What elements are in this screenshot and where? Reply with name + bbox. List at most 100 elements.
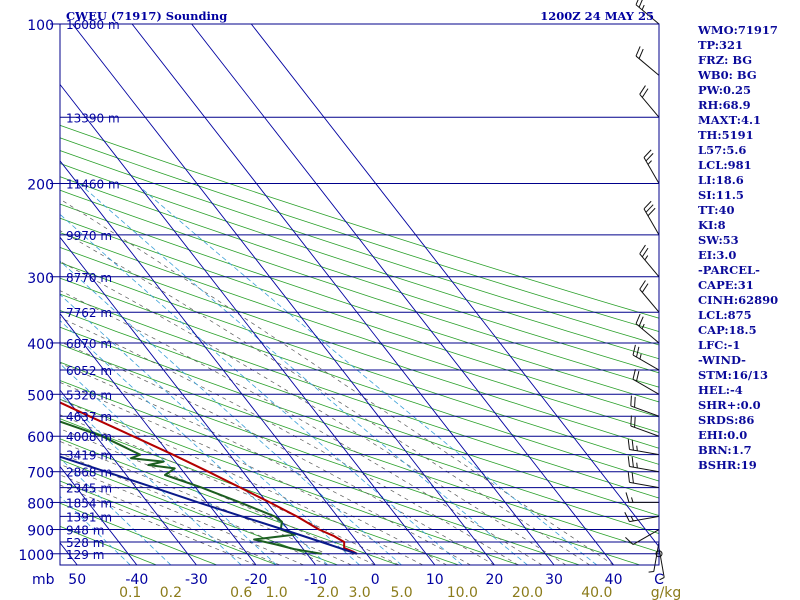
wind-barb [635, 313, 660, 344]
sounding-index-item: LCL:875 [698, 308, 752, 322]
isotherm-line [60, 465, 138, 565]
sounding-index-item: TT:40 [698, 203, 735, 217]
dry-adiabat-line [60, 163, 659, 360]
pressure-tick-label: 600 [27, 430, 54, 446]
sounding-index-item: BSHR:19 [698, 458, 757, 472]
sounding-index-item: SI:11.5 [698, 188, 744, 202]
temperature-profile-line [60, 401, 358, 555]
moist-adiabat-line [60, 399, 424, 565]
height-labels: 16080 m 13390 m 11460 m 9970 m 8770 m 7762 m 6… [66, 18, 120, 562]
wind-barb [639, 280, 660, 313]
pressure-tick-label: 100 [27, 18, 54, 34]
sounding-index-item: LFC:-1 [698, 338, 741, 352]
mixing-ratio-label: 1.0 [265, 585, 287, 600]
wind-barb [630, 415, 660, 437]
chart-title: CWEU (71917) Sounding [66, 9, 227, 23]
wind-barb [627, 456, 660, 473]
dry-adiabat-line [60, 246, 659, 449]
sounding-index-item: LI:18.6 [698, 173, 744, 187]
moist-adiabat-line [60, 317, 519, 565]
wind-barb [627, 439, 660, 456]
pressure-tick-label: 700 [27, 466, 54, 482]
mixing-ratio-line [60, 457, 172, 565]
sounding-index-item: TH:5191 [698, 128, 754, 142]
moist-adiabat-line [60, 441, 352, 565]
dry-adiabat-line [60, 203, 659, 403]
mixing-ratio-label: 2.0 [317, 585, 339, 600]
moist-adiabat-line [60, 414, 400, 565]
sounding-index-item: SW:53 [698, 233, 739, 247]
height-label: 8770 m [66, 271, 112, 285]
pressure-tick-label: 900 [27, 524, 54, 540]
isotherm-line [191, 24, 614, 565]
wind-barb [643, 149, 660, 184]
isotherm-line [72, 24, 495, 565]
height-label: 528 m [66, 536, 104, 550]
wind-barb [658, 547, 665, 581]
sounding-index-item: MAXT:4.1 [698, 113, 761, 127]
sounding-index-item: EHI:0.0 [698, 428, 748, 442]
pressure-tick-label: 200 [27, 178, 54, 194]
moist-adiabats [60, 198, 614, 565]
sounding-indices-panel: WMO:71917 TP:321 FRZ: BG WB0: BG PW:0.25 RH:6… [698, 23, 798, 473]
pressure-tick-label: 800 [27, 496, 54, 512]
height-label: 2345 m [66, 482, 112, 496]
height-label: 16080 m [66, 18, 120, 32]
sounding-index-item: CINH:62890 [698, 293, 779, 307]
isotherm-line [60, 83, 436, 565]
pressure-tick-labels: 100 200 300 400 500 600 700 800 900 1000 [18, 18, 60, 564]
sounding-index-item: FRZ: BG [698, 53, 753, 67]
sounding-index-item: WB0: BG [698, 68, 757, 82]
wind-barb [635, 46, 660, 76]
sounding-index-item: PW:0.25 [698, 83, 752, 97]
sounding-index-item: EI:3.0 [698, 248, 737, 262]
height-label: 6870 m [66, 337, 112, 351]
dry-adiabat-line [60, 398, 520, 565]
height-label: 7762 m [66, 306, 112, 320]
isotherms [60, 24, 659, 565]
dry-adiabat-line [60, 459, 338, 565]
temperature-tick-label: 10 [426, 572, 444, 588]
sounding-index-item: SRDS:86 [698, 413, 755, 427]
wind-barb [639, 85, 660, 118]
dry-adiabat-line [60, 418, 459, 565]
chart-date: 1200Z 24 MAY 25 [540, 9, 654, 23]
temperature-tick-label: -30 [185, 572, 208, 588]
wind-barb [639, 244, 660, 278]
wind-barb [630, 395, 660, 417]
height-label: 4637 m [66, 410, 112, 424]
temperature-tick-label: 30 [545, 572, 563, 588]
height-label: 9970 m [66, 229, 112, 243]
height-label: 3419 m [66, 449, 112, 463]
dry-adiabat-line [60, 293, 659, 499]
mixing-ratio-label: 5.0 [390, 585, 412, 600]
wind-barb [635, 0, 660, 25]
dry-adiabat-line [60, 124, 659, 319]
wind-barb [632, 344, 660, 371]
pressure-tick-label: 300 [27, 271, 54, 287]
height-label: 129 m [66, 548, 104, 562]
dry-adiabat-line [60, 277, 659, 482]
wind-barb [643, 200, 660, 236]
wind-barbs [624, 0, 665, 581]
dry-adiabat-line [60, 525, 157, 565]
temperature-tick-label: -10 [304, 572, 327, 588]
dry-adiabat-line [60, 217, 659, 418]
moist-adiabat-line [60, 362, 471, 565]
height-label: 5320 m [66, 388, 112, 402]
pressure-tick-label: 1000 [18, 548, 54, 564]
moist-adiabat-line [60, 198, 614, 565]
moist-adiabat-line [60, 341, 495, 565]
isotherm-line [250, 24, 659, 548]
dry-adiabat-line [60, 480, 278, 565]
isotherm-line [60, 389, 197, 565]
temperature-tick-label: -20 [245, 572, 268, 588]
temperature-tick-label: -40 [125, 572, 148, 588]
dry-adiabat-line [60, 344, 659, 553]
mixing-ratio-label: 20.0 [512, 585, 543, 600]
temperature-tick-label: 0 [371, 572, 380, 588]
moist-adiabat-line [60, 382, 447, 565]
pressure-tick-label: 500 [27, 388, 54, 404]
temperature-tick-label: 40 [605, 572, 623, 588]
mixing-ratio-line [78, 183, 528, 565]
